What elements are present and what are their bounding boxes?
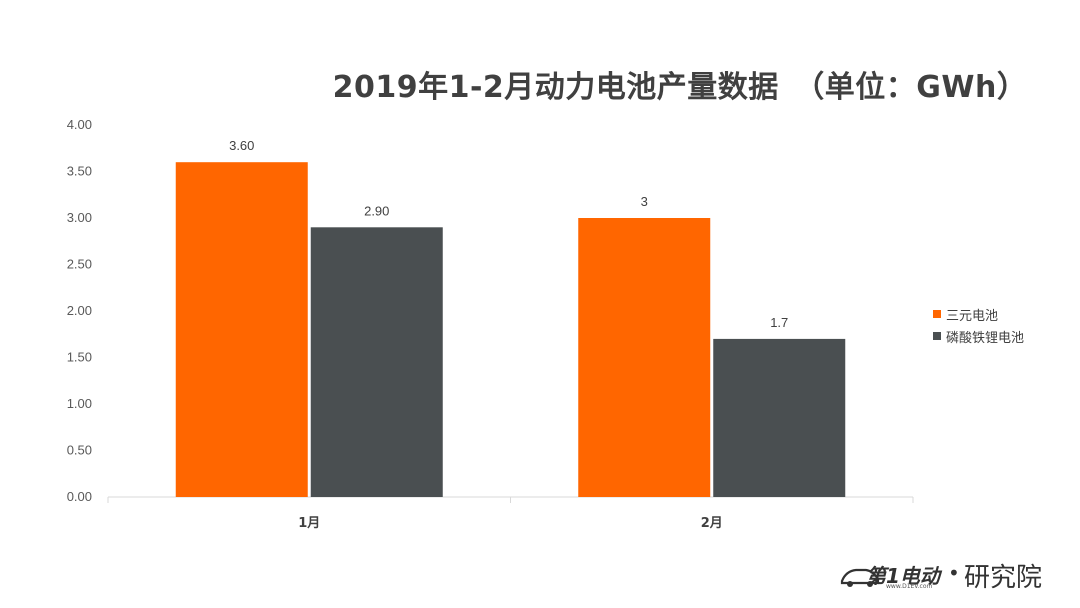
y-tick-label: 1.50 [67, 350, 92, 365]
logo-brand-text: 第1电动 [866, 564, 940, 588]
data-label: 2.90 [364, 203, 389, 218]
data-label: 1.7 [770, 315, 788, 330]
logo-institute-text: 研究院 [964, 563, 1043, 593]
legend-swatch-lfp [933, 332, 941, 340]
bar-ternary [578, 218, 711, 497]
y-tick-label: 1.00 [67, 396, 92, 411]
legend-item-ternary: 三元电池 [933, 303, 1024, 325]
chart-legend: 三元电池 磷酸铁锂电池 [933, 303, 1024, 347]
legend-label-ternary: 三元电池 [946, 308, 999, 324]
logo-dot: • [948, 561, 960, 585]
x-category-label: 2月 [701, 516, 723, 531]
y-tick-label: 3.00 [67, 210, 92, 225]
legend-item-lfp: 磷酸铁锂电池 [933, 325, 1024, 347]
brand-logo: 第1电动 www.D1EV.com • 研究院 [840, 555, 1060, 593]
chart-title: 2019年1-2月动力电池产量数据 （单位：GWh） [332, 70, 1028, 105]
y-tick-label: 0.50 [67, 443, 92, 458]
logo-url: www.D1EV.com [886, 583, 933, 590]
bar-lfp [713, 338, 846, 497]
data-label: 3 [641, 194, 648, 209]
legend-label-lfp: 磷酸铁锂电池 [946, 330, 1025, 346]
x-category-label: 1月 [298, 516, 320, 531]
car-icon [840, 568, 880, 587]
bar-ternary [175, 162, 308, 497]
y-tick-label: 2.00 [67, 303, 92, 318]
data-label: 3.60 [229, 138, 254, 153]
bar-lfp [310, 227, 443, 498]
y-tick-label: 0.00 [67, 489, 92, 504]
legend-swatch-ternary [933, 310, 941, 318]
y-tick-label: 4.00 [67, 117, 92, 132]
y-tick-label: 2.50 [67, 257, 92, 272]
y-tick-label: 3.50 [67, 164, 92, 179]
